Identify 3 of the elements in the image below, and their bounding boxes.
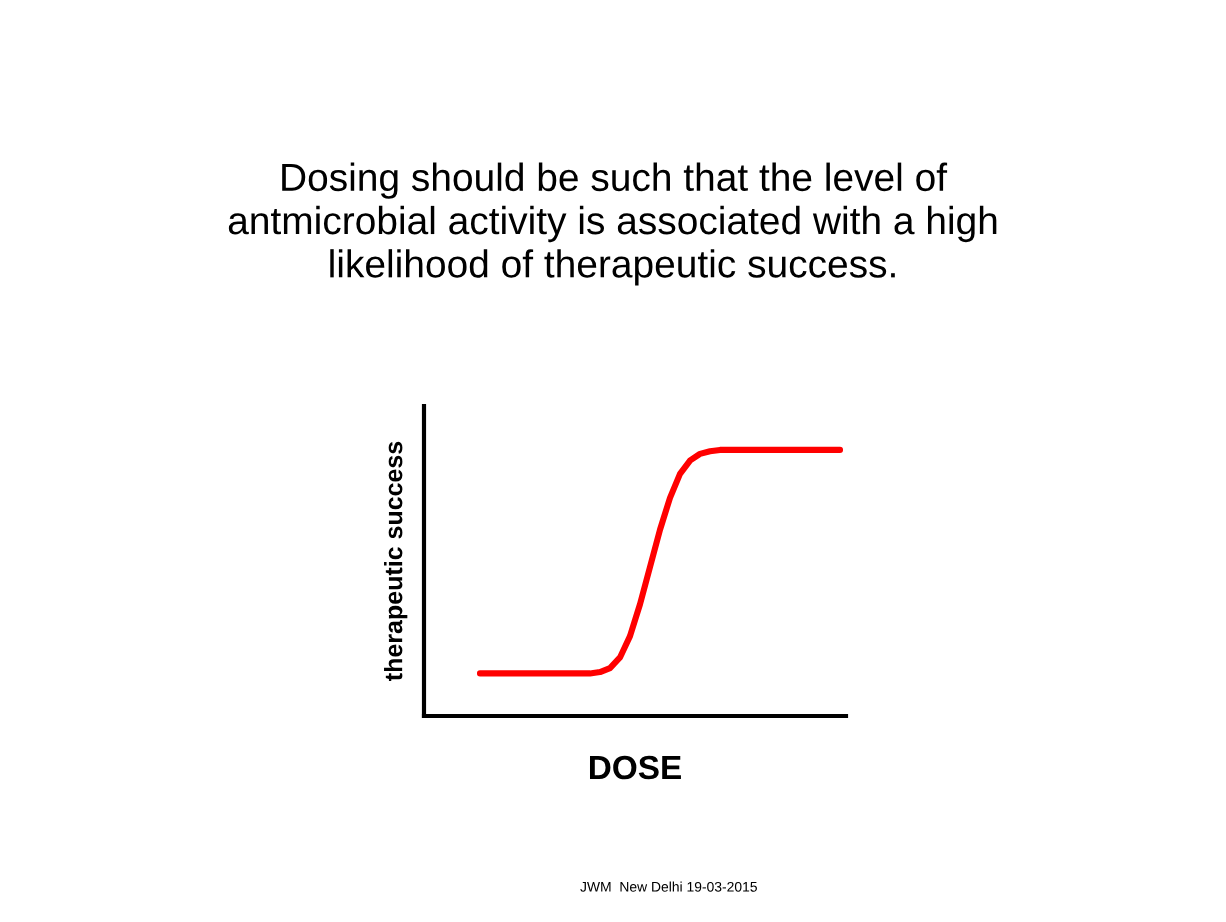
chart-title: Dosing should be such that the level of antmicrobial activity is associated with a high likelihood of therapeutic success.	[228, 162, 997, 286]
x-axis-title: DOSE	[589, 755, 681, 780]
y-axis-title: therapeutic success	[384, 441, 408, 681]
